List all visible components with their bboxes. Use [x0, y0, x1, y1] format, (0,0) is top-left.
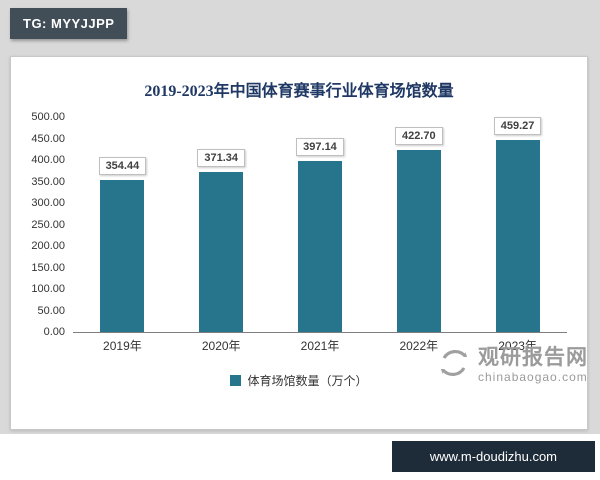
- plot-area: 354.44 371.34 397.14 422.70 459.27: [73, 117, 567, 333]
- bar-value-label: 422.70: [394, 127, 443, 146]
- x-axis-label: 2021年: [300, 339, 340, 353]
- y-tick-label: 450.00: [31, 132, 65, 145]
- y-tick-label: 0.00: [43, 326, 65, 338]
- bars: 354.44 371.34 397.14 422.70 459.27: [73, 117, 567, 332]
- watermark-domain: chinabaogao.com: [478, 370, 588, 385]
- y-tick-label: 400.00: [31, 154, 65, 166]
- bar-value-label: 371.34: [197, 149, 246, 168]
- x-axis-label: 2022年: [399, 339, 439, 353]
- watermark: 观研报告网 chinabaogao.com: [436, 345, 588, 386]
- bar-column: 422.70: [369, 117, 468, 332]
- bar: [100, 179, 145, 332]
- legend-label: 体育场馆数量（万个）: [247, 374, 368, 388]
- bar-value-label: 397.14: [296, 138, 344, 157]
- y-axis: 0.00 50.00 100.00 150.00 200.00 250.00 300.00 3…: [19, 111, 73, 338]
- bar: [396, 150, 441, 332]
- x-axis-label: 2023年: [498, 339, 537, 353]
- bar: [297, 161, 342, 332]
- footer-url: www.m-doudizhu.com: [391, 441, 595, 472]
- footer-bar: www.m-doudizhu.com: [0, 434, 600, 480]
- y-tick-label: 200.00: [31, 240, 65, 252]
- bar-column: 371.34: [172, 117, 271, 332]
- chart-title: 2019-2023年中国体育赛事行业体育场馆数量: [144, 83, 454, 100]
- y-tick-label: 50.00: [37, 304, 65, 317]
- bar-column: 354.44: [73, 117, 172, 332]
- y-tick-label: 350.00: [31, 175, 65, 188]
- legend-swatch-icon: [230, 375, 242, 386]
- x-axis-label: 2019年: [103, 339, 142, 353]
- x-axis-label: 2020年: [201, 339, 241, 353]
- watermark-name: 观研报告网: [478, 345, 588, 370]
- y-tick-label: 500.00: [31, 111, 65, 123]
- chart-card: 2019-2023年中国体育赛事行业体育场馆数量 0.00 50.00 100.00…: [10, 56, 588, 430]
- bar-value-label: 354.44: [98, 156, 147, 175]
- chart-area: 0.00 50.00 100.00 150.00 200.00 250.00 300.00 3…: [19, 111, 567, 338]
- y-tick-label: 250.00: [31, 218, 65, 231]
- y-tick-label: 300.00: [31, 197, 65, 209]
- y-tick-label: 150.00: [31, 261, 65, 274]
- x-axis: 2019年 2020年 2021年 2022年 2023年: [73, 337, 567, 354]
- bar-column: 397.14: [271, 117, 370, 332]
- watermark-logo-icon: [436, 345, 472, 386]
- bar-column: 459.27: [468, 117, 567, 332]
- tg-badge: TG: MYYJJPP: [10, 8, 128, 39]
- y-tick-label: 100.00: [31, 283, 65, 295]
- bar: [495, 140, 540, 332]
- legend: 体育场馆数量（万个）: [11, 372, 587, 389]
- bar: [199, 172, 244, 332]
- bar-value-label: 459.27: [493, 117, 542, 135]
